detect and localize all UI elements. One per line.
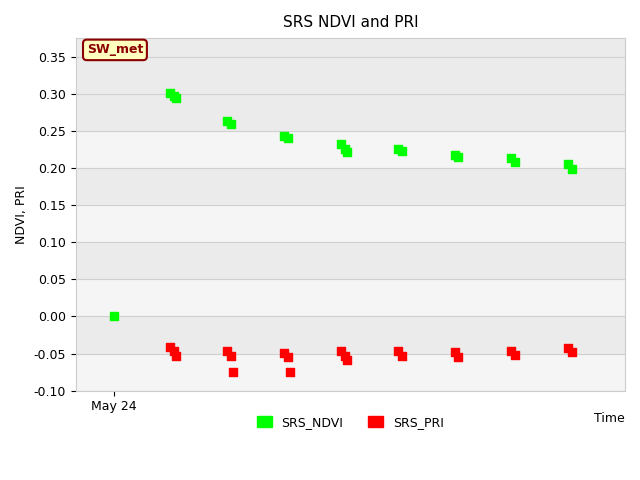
SRS_PRI <box>228 368 238 376</box>
SRS_PRI <box>510 351 520 359</box>
Bar <box>76 354 625 391</box>
SRS_PRI <box>563 344 573 351</box>
Bar <box>76 57 625 94</box>
Bar <box>76 279 625 316</box>
SRS_PRI <box>449 348 460 356</box>
Bar <box>76 38 625 94</box>
SRS_NDVI <box>396 147 406 155</box>
SRS_PRI <box>453 353 463 360</box>
SRS_NDVI <box>342 148 352 156</box>
Legend: SRS_NDVI, SRS_PRI: SRS_NDVI, SRS_PRI <box>252 411 449 434</box>
SRS_PRI <box>336 348 346 355</box>
Y-axis label: NDVI, PRI: NDVI, PRI <box>15 185 28 244</box>
SRS_NDVI <box>171 95 181 102</box>
SRS_NDVI <box>340 145 350 153</box>
SRS_PRI <box>165 343 175 351</box>
SRS_PRI <box>396 352 406 360</box>
SRS_PRI <box>567 348 577 356</box>
SRS_PRI <box>222 348 232 355</box>
SRS_NDVI <box>567 165 577 173</box>
SRS_NDVI <box>169 92 179 100</box>
Bar <box>76 94 625 131</box>
Bar <box>76 131 625 168</box>
SRS_PRI <box>283 353 293 361</box>
Bar <box>76 168 625 205</box>
SRS_NDVI <box>222 118 232 125</box>
Text: Time: Time <box>595 412 625 425</box>
Bar <box>76 316 625 354</box>
SRS_PRI <box>279 349 289 357</box>
SRS_NDVI <box>563 160 573 168</box>
SRS_NDVI <box>392 145 403 153</box>
SRS_PRI <box>169 348 179 355</box>
SRS_NDVI <box>453 153 463 161</box>
Text: SW_met: SW_met <box>87 43 143 57</box>
SRS_PRI <box>285 368 295 376</box>
Title: SRS NDVI and PRI: SRS NDVI and PRI <box>283 15 418 30</box>
SRS_NDVI <box>283 134 293 142</box>
Bar <box>76 205 625 242</box>
SRS_NDVI <box>449 151 460 158</box>
SRS_NDVI <box>506 155 516 162</box>
SRS_NDVI <box>109 312 119 320</box>
SRS_NDVI <box>226 120 236 128</box>
SRS_PRI <box>392 348 403 355</box>
SRS_PRI <box>171 352 181 360</box>
SRS_PRI <box>340 352 350 360</box>
SRS_NDVI <box>510 158 520 166</box>
SRS_PRI <box>226 352 236 360</box>
SRS_PRI <box>342 356 352 363</box>
Bar <box>76 242 625 279</box>
SRS_NDVI <box>279 132 289 140</box>
SRS_NDVI <box>165 89 175 97</box>
SRS_NDVI <box>336 141 346 148</box>
SRS_PRI <box>506 347 516 354</box>
